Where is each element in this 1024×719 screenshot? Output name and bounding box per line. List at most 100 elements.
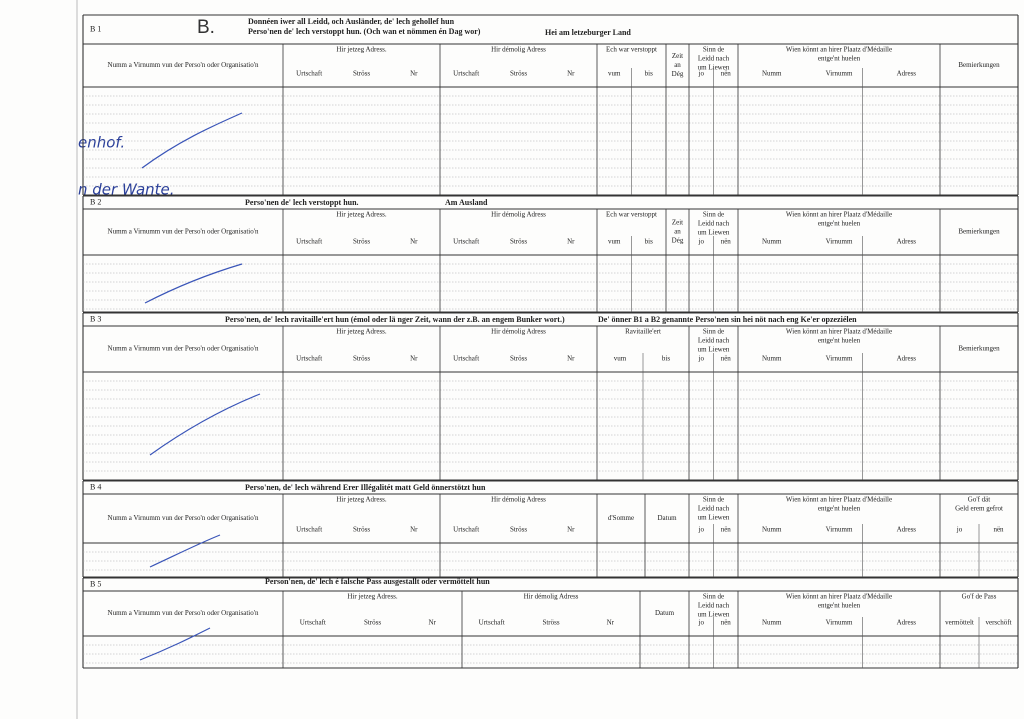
column-header: Leidd nach <box>698 505 730 513</box>
sub-header: Adress <box>897 619 917 627</box>
sub-header: Nr <box>410 526 418 534</box>
column-header: Hir démolig Adress <box>524 593 579 601</box>
column-header: Bemierkungen <box>958 345 1000 353</box>
column-header: entge'nt huelen <box>818 55 861 63</box>
column-header: Numm a Virnumm vun der Perso'n oder Orga… <box>108 61 259 69</box>
sub-header: Numm <box>762 526 782 534</box>
sub-header: jo <box>698 70 705 78</box>
sub-header: Numm <box>762 619 782 627</box>
column-header: Sinn de <box>703 46 724 54</box>
column-header: Sinn de <box>703 211 724 219</box>
column-header: Hir jetzeg Adress. <box>347 593 398 601</box>
column-header: Bemierkungen <box>958 228 1000 236</box>
sub-header: Nr <box>567 526 575 534</box>
sub-header: verschöft <box>985 619 1011 627</box>
section-code: B 3 <box>90 314 101 323</box>
sub-header: Virnumm <box>826 355 853 363</box>
column-header: Numm a Virnumm vun der Perso'n oder Orga… <box>108 228 259 236</box>
column-header: Dég <box>672 70 684 78</box>
section-title: De' önner B1 a B2 genannte Perso'nen sin… <box>598 315 857 324</box>
column-header: Zeit <box>672 52 683 60</box>
column-header: Hir jetzeg Adress. <box>336 328 387 336</box>
sub-header: Ströss <box>364 619 381 627</box>
sub-header: Nr <box>410 70 418 78</box>
sub-header: Nr <box>607 619 615 627</box>
column-header: Hir démolig Adress <box>491 211 546 219</box>
sub-header: Adress <box>897 70 917 78</box>
column-header: Datum <box>657 514 677 522</box>
sub-header: Ströss <box>542 619 559 627</box>
section-code: B 5 <box>90 579 101 588</box>
sub-header: vum <box>608 238 621 246</box>
column-header: Wien könnt an hirer Plaatz d'Médaille <box>786 496 892 504</box>
column-header: Hir démolig Adress <box>491 46 546 54</box>
column-header: Go'f de Pass <box>962 593 997 601</box>
section-title: Am Ausland <box>445 198 488 207</box>
sub-header: Numm <box>762 238 782 246</box>
column-header: Hir jetzeg Adress. <box>336 496 387 504</box>
sub-header: Virnumm <box>826 619 853 627</box>
column-header: an <box>674 61 681 69</box>
sub-header: Urtschaft <box>296 70 322 78</box>
sub-header: Nr <box>567 355 575 363</box>
diagonal-stroke <box>149 393 261 456</box>
column-header: Hir jetzeg Adress. <box>336 46 387 54</box>
sub-header: Nr <box>428 619 436 627</box>
column-header: d'Somme <box>608 514 634 522</box>
sub-header: Ströss <box>510 70 527 78</box>
column-header: Numm a Virnumm vun der Perso'n oder Orga… <box>108 345 259 353</box>
sub-header: nën <box>721 355 732 363</box>
column-header: Leidd nach <box>698 602 730 610</box>
sub-header: Ströss <box>353 526 370 534</box>
sub-header: Ströss <box>353 70 370 78</box>
section-title: Hei am letzeburger Land <box>545 28 631 37</box>
column-header: Dég <box>672 237 684 245</box>
sub-header: Urtschaft <box>453 355 479 363</box>
sub-header: vermöttelt <box>945 619 974 627</box>
form-mark: B. <box>197 17 215 38</box>
sub-header: Numm <box>762 355 782 363</box>
column-header: entge'nt huelen <box>818 337 861 345</box>
column-header: Hir jetzeg Adress. <box>336 211 387 219</box>
sub-header: Ströss <box>353 238 370 246</box>
sub-header: Ströss <box>510 355 527 363</box>
section-title: Donnéen iwer all Leidd, och Ausländer, d… <box>248 17 455 26</box>
column-header: Ech war verstoppt <box>606 211 657 219</box>
sub-header: Adress <box>897 526 917 534</box>
column-header: Sinn de <box>703 328 724 336</box>
column-header: Sinn de <box>703 496 724 504</box>
section-code: B 2 <box>90 197 101 206</box>
column-header: Bemierkungen <box>958 61 1000 69</box>
sub-header: bis <box>662 355 670 363</box>
column-header: an <box>674 228 681 236</box>
sub-header: vum <box>614 355 627 363</box>
sub-header: jo <box>698 526 705 534</box>
section-code: B 1 <box>90 24 101 33</box>
handwritten-strokes <box>139 112 261 661</box>
sub-header: nën <box>993 526 1004 534</box>
handwriting: n der Wante. <box>78 181 175 199</box>
sub-header: Urtschaft <box>296 355 322 363</box>
column-header: um Liewen <box>698 514 730 522</box>
sub-header: nën <box>721 238 732 246</box>
sub-header: nën <box>721 619 732 627</box>
column-header: Datum <box>655 609 675 617</box>
sub-header: bis <box>645 238 653 246</box>
column-header: entge'nt huelen <box>818 505 861 513</box>
column-header: Wien könnt an hirer Plaatz d'Médaille <box>786 211 892 219</box>
diagonal-stroke <box>139 627 211 661</box>
column-header: Sinn de <box>703 593 724 601</box>
diagonal-stroke <box>141 112 243 169</box>
column-header: Numm a Virnumm vun der Perso'n oder Orga… <box>108 609 259 617</box>
column-header: um Liewen <box>698 229 730 237</box>
sub-header: Urtschaft <box>479 619 505 627</box>
section-title: Perso'nen de' lech verstoppt hun. (Och w… <box>248 27 481 36</box>
sub-header: Ströss <box>353 355 370 363</box>
sub-header: jo <box>698 238 705 246</box>
sub-header: nën <box>721 526 732 534</box>
section-title: Person'nen, de' lech é falsche Pass ausg… <box>265 577 490 586</box>
column-header: Leidd nach <box>698 55 730 63</box>
diagonal-stroke <box>149 534 221 568</box>
sub-header: jo <box>956 526 963 534</box>
form-grid: B 1 Donnéen iwer all Leidd, och Ausländer… <box>82 14 1019 669</box>
